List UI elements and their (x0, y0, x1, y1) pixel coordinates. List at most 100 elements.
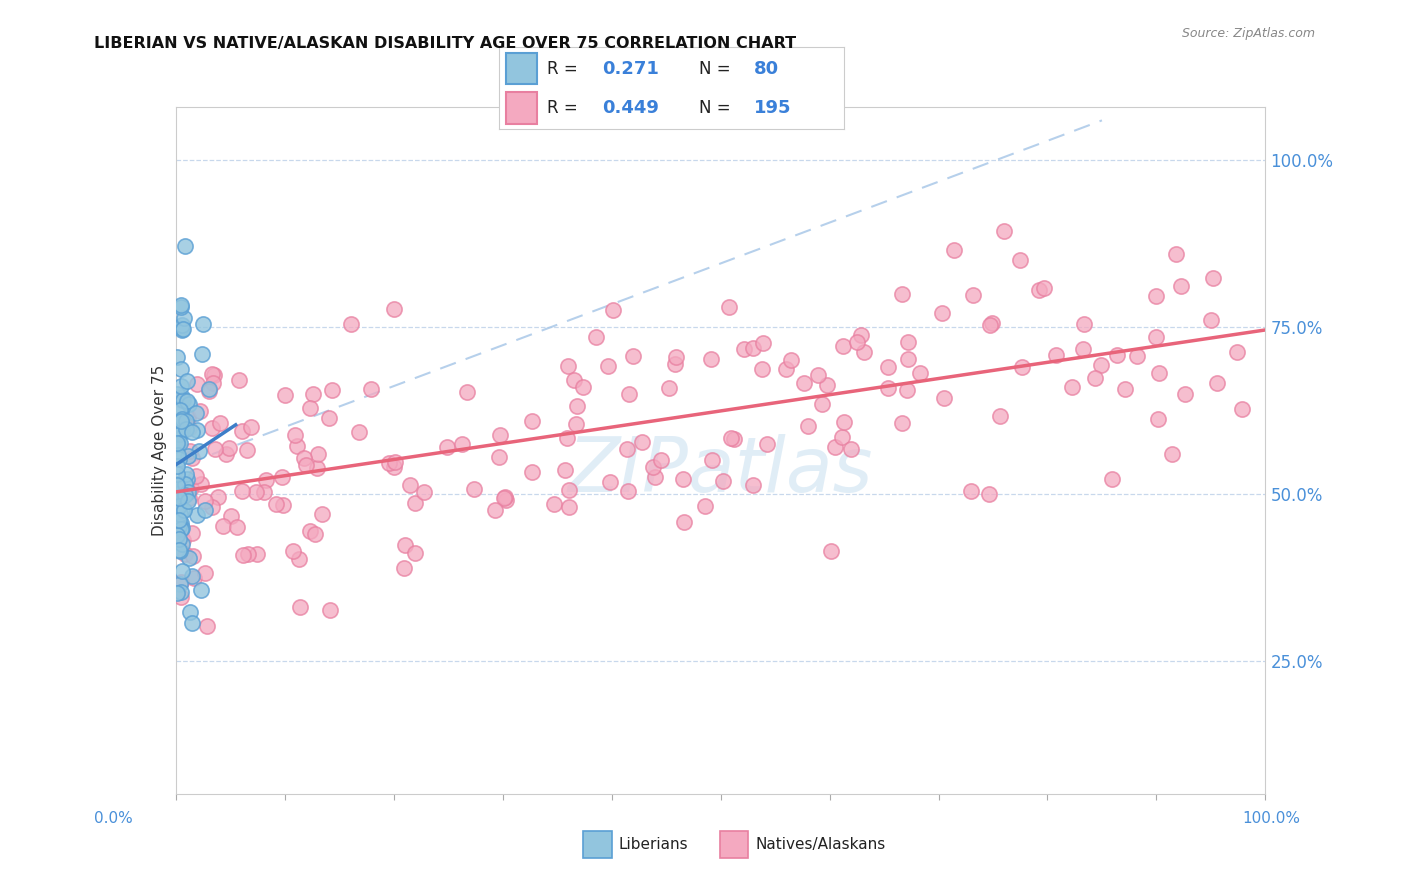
Point (190, 582, 212, 597)
Point (489, 428, 512, 442)
Point (170, 361, 193, 376)
Point (174, 422, 197, 436)
Point (273, 498, 295, 512)
Point (177, 491, 200, 506)
Point (846, 334, 869, 349)
Point (641, 459, 664, 474)
Point (169, 544, 191, 558)
Point (295, 458, 318, 472)
Point (181, 425, 204, 439)
Point (287, 439, 309, 453)
Point (962, 288, 984, 302)
Point (554, 463, 576, 477)
Point (557, 359, 579, 373)
Point (305, 460, 328, 475)
Point (246, 547, 269, 561)
Point (520, 414, 543, 428)
Point (318, 411, 340, 425)
Point (555, 432, 578, 446)
Point (167, 532, 190, 546)
Point (993, 223, 1015, 237)
Point (167, 500, 190, 514)
Point (218, 441, 240, 455)
Point (980, 316, 1002, 330)
Point (824, 440, 846, 454)
Point (723, 433, 745, 447)
Point (253, 485, 276, 500)
Point (169, 507, 191, 521)
Point (190, 403, 212, 417)
Point (170, 390, 193, 404)
Point (562, 373, 585, 387)
Point (167, 427, 190, 442)
Point (177, 397, 200, 411)
Point (1011, 359, 1033, 374)
Point (173, 503, 195, 517)
Point (1073, 317, 1095, 331)
Point (711, 475, 734, 489)
Point (700, 351, 723, 366)
Point (169, 512, 191, 526)
Point (1226, 345, 1249, 359)
Point (347, 425, 370, 440)
Point (167, 491, 190, 505)
Point (195, 618, 218, 632)
Point (558, 500, 581, 514)
Point (412, 485, 434, 500)
Point (232, 548, 254, 562)
Point (170, 393, 193, 408)
Point (174, 547, 197, 561)
Point (832, 415, 855, 429)
Point (215, 447, 238, 461)
Point (1201, 313, 1223, 327)
Point (166, 500, 188, 515)
Text: ZIPatlas: ZIPatlas (568, 434, 873, 508)
Point (488, 450, 510, 464)
Point (567, 399, 589, 413)
Text: 0.0%: 0.0% (94, 812, 134, 826)
Point (172, 536, 194, 550)
Point (910, 366, 932, 380)
Point (167, 417, 190, 431)
Point (186, 377, 208, 392)
Point (307, 447, 329, 461)
Point (849, 328, 872, 343)
Point (177, 449, 200, 463)
Point (1160, 447, 1182, 461)
Point (170, 425, 193, 439)
Point (170, 564, 193, 578)
Point (644, 470, 666, 484)
Point (186, 424, 208, 438)
Point (194, 566, 217, 581)
Point (172, 533, 194, 547)
Point (174, 414, 197, 428)
Point (172, 520, 194, 534)
Point (212, 518, 235, 533)
Point (172, 322, 194, 336)
Y-axis label: Disability Age Over 75: Disability Age Over 75 (152, 365, 167, 536)
Point (176, 393, 198, 408)
Point (245, 485, 267, 500)
Point (202, 368, 225, 382)
Text: 195: 195 (754, 99, 792, 117)
Point (180, 482, 202, 496)
Point (943, 243, 966, 257)
Point (207, 490, 229, 504)
Point (896, 384, 918, 398)
Point (779, 352, 801, 367)
Point (1062, 380, 1084, 394)
Point (186, 406, 208, 420)
Point (979, 318, 1001, 333)
Point (174, 477, 197, 491)
Text: N =: N = (699, 60, 731, 78)
Point (718, 300, 741, 314)
Point (793, 376, 815, 390)
Text: 0.449: 0.449 (603, 99, 659, 117)
Text: R =: R = (547, 60, 578, 78)
Point (741, 341, 763, 355)
Point (456, 385, 478, 400)
Point (299, 524, 322, 539)
Point (394, 538, 416, 552)
Point (198, 382, 221, 396)
Text: 0.271: 0.271 (603, 60, 659, 78)
